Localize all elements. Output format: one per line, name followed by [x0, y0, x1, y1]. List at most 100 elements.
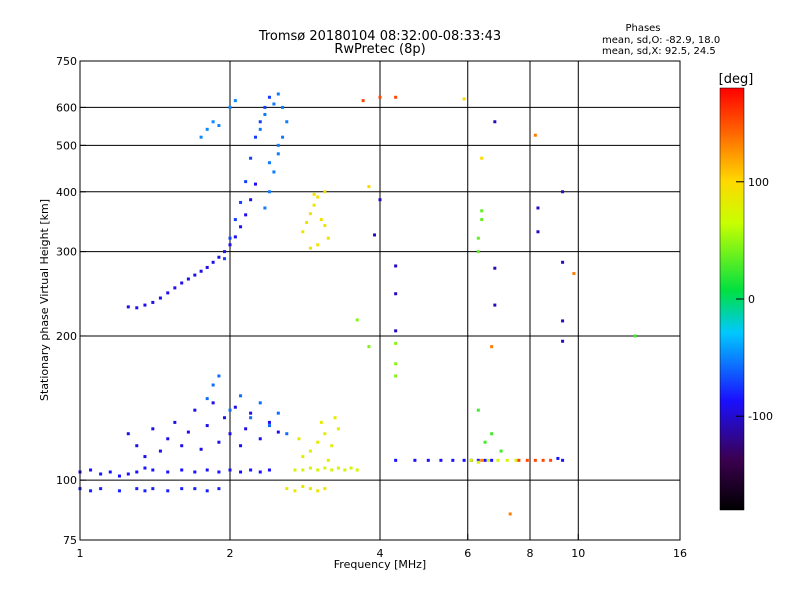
x-axis-label: Frequency [MHz]	[334, 558, 426, 571]
data-point	[108, 470, 112, 474]
data-point	[276, 430, 280, 434]
data-point	[199, 447, 203, 451]
data-point	[480, 156, 484, 160]
data-point	[89, 489, 93, 493]
data-point	[180, 444, 184, 448]
data-point	[223, 257, 227, 261]
data-point	[394, 329, 398, 333]
data-point	[253, 182, 257, 186]
data-point	[476, 250, 480, 254]
data-point	[263, 105, 267, 109]
data-point	[301, 230, 305, 234]
data-point	[166, 470, 170, 474]
data-point	[199, 269, 203, 273]
data-point	[239, 394, 243, 398]
chart-title: Tromsø 20180104 08:32:00-08:33:43	[258, 29, 501, 44]
data-point	[249, 468, 253, 472]
data-point	[267, 161, 271, 165]
x-tick-label: 10	[571, 547, 585, 560]
data-point	[549, 458, 553, 462]
data-point	[117, 474, 121, 478]
data-point	[217, 470, 221, 474]
data-point	[312, 192, 316, 196]
data-point	[205, 397, 209, 401]
data-point	[476, 460, 480, 464]
data-point	[462, 458, 466, 462]
data-point	[343, 468, 347, 472]
data-point	[228, 408, 232, 412]
data-point	[330, 444, 334, 448]
axis-ticks: 1 2 4 6 8 10 16 75 100 200 300 400 500 600 750	[56, 55, 687, 560]
data-point	[276, 411, 280, 415]
data-point	[205, 424, 209, 428]
data-point	[394, 362, 398, 366]
data-point	[166, 489, 170, 493]
data-point	[151, 300, 155, 304]
data-point	[217, 374, 221, 378]
data-point	[223, 416, 227, 420]
data-point	[249, 411, 253, 415]
data-point	[258, 401, 262, 405]
y-axis-label: Stationary phase Virtual Height [km]	[38, 199, 51, 401]
data-point	[267, 95, 271, 99]
data-point	[361, 99, 365, 103]
y-tick-label: 200	[56, 330, 77, 343]
data-point	[166, 437, 170, 441]
data-point	[301, 484, 305, 488]
x-tick-label: 1	[77, 547, 84, 560]
data-point	[469, 458, 473, 462]
data-point	[249, 198, 253, 202]
data-point	[323, 487, 327, 491]
data-point	[205, 127, 209, 131]
data-point	[316, 243, 320, 247]
data-point	[158, 296, 162, 300]
data-point	[205, 265, 209, 269]
x-tick-label: 16	[673, 547, 687, 560]
data-point	[151, 427, 155, 431]
data-point	[158, 449, 162, 453]
data-point	[223, 250, 227, 254]
data-point	[267, 424, 271, 428]
data-point	[308, 212, 312, 216]
data-point	[239, 470, 243, 474]
data-point	[143, 489, 147, 493]
data-point	[180, 487, 184, 491]
data-point	[263, 206, 267, 210]
data-point	[272, 170, 276, 174]
data-point	[556, 456, 560, 460]
data-point	[301, 455, 305, 459]
data-point	[301, 468, 305, 472]
data-point	[394, 264, 398, 268]
data-point	[276, 143, 280, 147]
x-tick-label: 4	[377, 547, 384, 560]
data-point	[135, 487, 139, 491]
x-tick-label: 6	[464, 547, 471, 560]
data-point	[217, 255, 221, 259]
data-point	[319, 420, 323, 424]
data-point	[355, 318, 359, 322]
colorbar-tick-label: 100	[748, 176, 769, 189]
data-point	[413, 458, 417, 462]
data-point	[394, 292, 398, 296]
x-tick-label: 2	[227, 547, 234, 560]
data-point	[135, 306, 139, 310]
data-point	[572, 272, 576, 276]
data-point	[258, 470, 262, 474]
y-tick-label: 600	[56, 101, 77, 114]
data-point	[126, 305, 130, 309]
grid	[80, 61, 680, 540]
data-point	[319, 218, 323, 222]
data-point	[117, 489, 121, 493]
data-point	[297, 437, 301, 441]
data-point	[272, 102, 276, 106]
data-point	[333, 416, 337, 420]
data-point	[258, 120, 262, 124]
data-point	[211, 401, 215, 405]
data-point	[305, 221, 309, 225]
y-tick-label: 400	[56, 186, 77, 199]
data-point	[126, 432, 130, 436]
data-point	[378, 95, 382, 99]
data-point	[439, 458, 443, 462]
data-point	[285, 120, 289, 124]
